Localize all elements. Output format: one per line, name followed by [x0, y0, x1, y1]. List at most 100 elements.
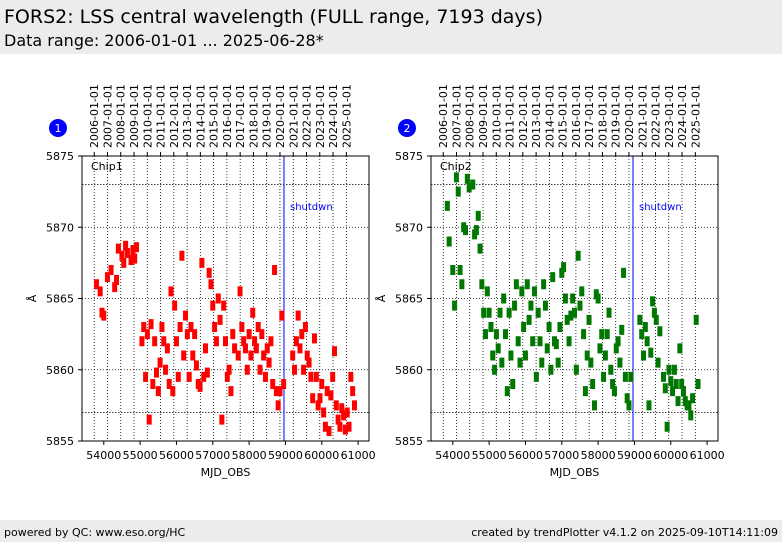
data-point — [346, 421, 352, 432]
data-point — [157, 357, 163, 368]
data-point — [344, 407, 350, 418]
date-tick-label: 2017-01-01 — [234, 84, 247, 148]
data-point — [228, 386, 234, 397]
data-point — [650, 296, 656, 307]
data-point — [133, 242, 139, 253]
data-point — [588, 357, 594, 368]
data-point — [470, 179, 476, 190]
data-point — [651, 307, 657, 318]
data-point — [268, 336, 274, 347]
panel-label: Chip1 — [91, 160, 123, 173]
data-point — [510, 379, 516, 389]
data-point — [342, 424, 348, 435]
data-point — [670, 386, 676, 397]
data-point — [662, 383, 668, 394]
data-point — [94, 279, 100, 290]
data-point — [112, 282, 118, 293]
data-point — [582, 386, 588, 397]
data-point — [250, 307, 256, 318]
y-tick-label: 5860 — [46, 364, 74, 377]
data-point — [168, 286, 174, 297]
data-point — [642, 322, 648, 332]
data-point — [213, 336, 219, 347]
data-point — [566, 336, 572, 347]
data-point — [313, 371, 319, 382]
x-tick-label: 55000 — [123, 449, 158, 462]
data-point — [161, 336, 167, 347]
data-point — [490, 350, 496, 361]
date-tick-label: 2023-01-01 — [663, 84, 676, 148]
data-point — [237, 286, 243, 297]
x-axis-label: MJD_OBS — [201, 466, 251, 479]
data-point — [541, 279, 547, 290]
date-tick-label: 2020-01-01 — [623, 84, 636, 148]
x-tick-label: 56000 — [508, 449, 543, 462]
data-point — [597, 343, 603, 354]
panel-label: Chip2 — [440, 160, 472, 173]
data-point — [183, 310, 189, 321]
data-point — [611, 386, 617, 397]
data-point — [617, 357, 623, 368]
data-point — [351, 400, 357, 411]
date-tick-label: 2015-01-01 — [557, 84, 570, 148]
data-point — [644, 336, 650, 347]
date-tick-label: 2006-01-01 — [437, 84, 450, 148]
data-point — [664, 421, 670, 432]
data-point — [579, 286, 585, 297]
data-point — [622, 371, 628, 382]
data-point — [481, 307, 487, 318]
data-point — [504, 386, 510, 397]
data-point — [224, 371, 230, 382]
data-point — [537, 336, 543, 347]
date-tick-label: 2023-01-01 — [314, 84, 327, 148]
y-tick-label: 5855 — [46, 435, 74, 448]
y-tick-label: 5865 — [395, 293, 423, 306]
data-point — [215, 293, 221, 304]
data-point — [484, 286, 490, 297]
data-point — [230, 329, 236, 340]
data-point — [613, 343, 619, 354]
data-point — [148, 319, 154, 330]
data-point — [695, 379, 701, 389]
y-axis-label: Å — [375, 294, 388, 302]
x-tick-label: 59000 — [268, 449, 303, 462]
data-point — [115, 243, 121, 254]
data-point — [292, 364, 298, 375]
data-point — [515, 336, 521, 347]
date-tick-label: 2021-01-01 — [287, 84, 300, 148]
data-point — [273, 386, 279, 397]
data-point — [444, 200, 450, 211]
data-point — [666, 364, 672, 375]
data-point — [526, 314, 532, 325]
data-point — [495, 343, 501, 354]
data-point — [573, 364, 579, 375]
y-tick-label: 5870 — [46, 221, 74, 234]
date-tick-label: 2018-01-01 — [247, 84, 260, 148]
data-point — [562, 293, 568, 304]
date-tick-label: 2008-01-01 — [115, 84, 128, 148]
data-point — [239, 322, 245, 332]
date-tick-label: 2012-01-01 — [168, 84, 181, 148]
data-point — [315, 400, 321, 411]
shutdown-annotation: shutdwn — [290, 202, 333, 213]
date-tick-label: 2018-01-01 — [596, 84, 609, 148]
x-tick-label: 58000 — [581, 449, 616, 462]
date-tick-label: 2006-01-01 — [88, 84, 101, 148]
data-point — [164, 343, 170, 354]
data-point — [661, 371, 667, 382]
data-point — [624, 393, 630, 404]
data-point — [499, 357, 505, 368]
data-point — [132, 253, 138, 264]
x-tick-label: 54000 — [86, 449, 121, 462]
data-point — [673, 379, 679, 389]
data-point — [104, 272, 110, 283]
data-point — [130, 245, 136, 256]
date-tick-label: 2011-01-01 — [155, 84, 168, 148]
data-point — [204, 367, 210, 378]
data-point — [317, 393, 323, 404]
data-point — [248, 350, 254, 361]
date-tick-label: 2016-01-01 — [221, 84, 234, 148]
data-point — [226, 364, 232, 375]
date-tick-label: 2009-01-01 — [477, 84, 490, 148]
data-point — [572, 307, 577, 318]
